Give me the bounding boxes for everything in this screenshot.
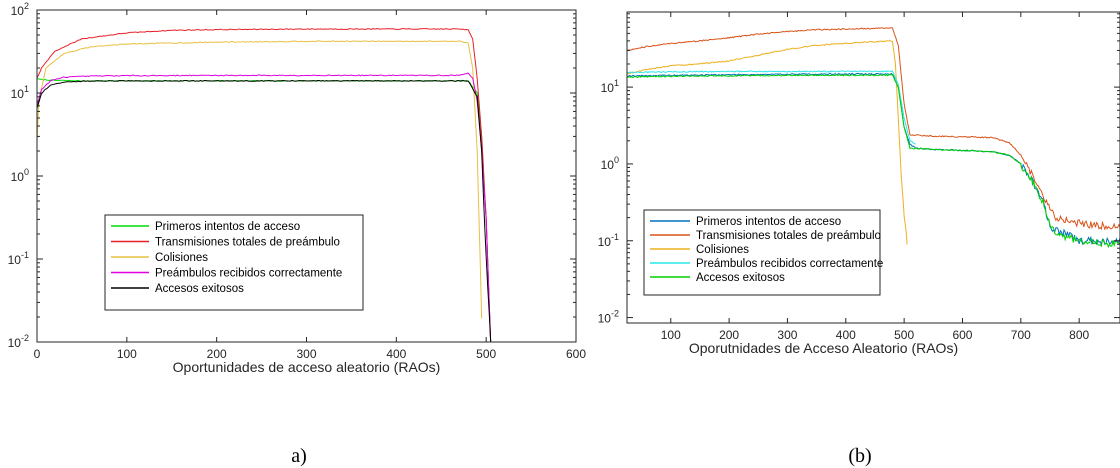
x-tick-label: 400 (836, 328, 856, 342)
x-tick-label: 200 (719, 328, 739, 342)
legend-label: Accesos exitosos (696, 272, 785, 284)
legend-label: Primeros intentos de acceso (696, 216, 841, 228)
y-tick-label: 100 (11, 167, 29, 184)
legend-label: Colisiones (155, 252, 208, 264)
x-tick-label: 100 (661, 328, 681, 342)
legend-label: Accesos exitosos (155, 283, 244, 295)
x-tick-label: 100 (117, 347, 137, 361)
chart-b: 100 200 300 400 500 600 700 800 10-2 10-1 100 101 Op… (598, 11, 1120, 356)
series-line (627, 27, 1120, 231)
series-line (37, 79, 492, 342)
legend-label: Preámbulos recibidos correctamente (696, 258, 883, 270)
y-tick-label: 10-2 (598, 309, 619, 326)
legend-box (643, 209, 881, 296)
legend-label: Colisiones (696, 244, 749, 256)
series-line (627, 73, 1120, 249)
legend: Primeros intentos de acceso Transmisiones… (643, 209, 883, 296)
legend-box (104, 214, 364, 311)
x-tick-label: 0 (34, 347, 41, 361)
caption-b: (b) (848, 445, 871, 467)
y-tick-label: 102 (11, 1, 29, 18)
series-line (37, 40, 483, 319)
x-tick-label: 600 (566, 347, 586, 361)
x-tick-label: 200 (207, 347, 227, 361)
chart-a: 0 100 200 300 400 500 600 10-2 10-1 100 101 102 Opor… (8, 1, 587, 375)
y-tick-label: 10-2 (8, 333, 29, 350)
legend-label: Transmisiones totales de preámbulo (155, 237, 340, 249)
x-tick-label: 300 (296, 347, 316, 361)
series-line (627, 39, 908, 245)
series-group (37, 28, 492, 342)
legend-label: Preámbulos recibidos correctamente (155, 268, 342, 280)
y-tick-label: 100 (601, 155, 619, 172)
legend-label: Transmisiones totales de preámbulo (696, 230, 881, 242)
y-tick-label: 10-1 (598, 232, 619, 249)
y-tick-label: 101 (11, 84, 29, 101)
x-tick-label: 400 (386, 347, 406, 361)
y-tick-label: 10-1 (8, 250, 29, 267)
y-tick-label: 101 (601, 78, 619, 95)
legend-label: Primeros intentos de acceso (155, 221, 300, 233)
series-line (627, 70, 917, 145)
series-line (37, 28, 492, 342)
caption-a: a) (291, 445, 307, 467)
series-line (37, 72, 492, 342)
x-tick-label: 500 (476, 347, 496, 361)
x-tick-label: 500 (894, 328, 914, 342)
series-group (627, 27, 1120, 249)
x-axis-label: Oporutnidades de Acceso Aleatorio (RAOs) (689, 340, 958, 356)
x-axis-label: Oportunidades de acceso aleatorio (RAOs) (173, 359, 441, 375)
x-tick-label: 700 (1011, 328, 1031, 342)
legend: Primeros intentos de acceso Transmisiones… (104, 214, 364, 311)
series-line (627, 72, 1120, 247)
x-tick-label: 600 (952, 328, 972, 342)
x-tick-label: 800 (1069, 328, 1089, 342)
x-tick-label: 300 (777, 328, 797, 342)
